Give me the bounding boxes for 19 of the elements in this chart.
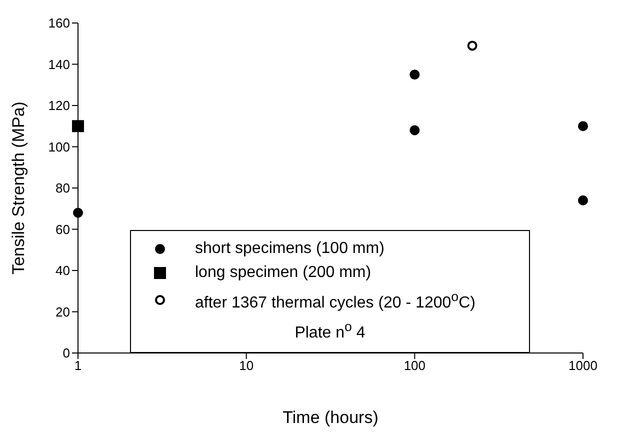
legend-label: long specimen (200 mm) <box>195 263 372 283</box>
y-tick-label: 60 <box>56 222 70 237</box>
x-tick-label: 1000 <box>568 358 598 374</box>
y-tick-label: 80 <box>56 180 70 196</box>
y-tick-label: 20 <box>56 304 70 320</box>
legend-label: short specimens (100 mm) <box>195 239 384 259</box>
x-tick-label: 1 <box>74 358 82 374</box>
x-axis-title: Time (hours) <box>282 408 378 427</box>
x-tick-label: 100 <box>404 358 426 374</box>
y-tick-label: 120 <box>48 98 70 114</box>
y-tick-label: 140 <box>48 56 70 72</box>
y-axis-title: Tensile Strength (MPa) <box>9 102 28 274</box>
legend-title: Plate n$^{o}$ 4 <box>294 318 366 344</box>
y-tick-label: 0 <box>62 346 70 361</box>
y-tick-label: 40 <box>56 263 70 278</box>
x-tick-label: 10 <box>239 358 254 374</box>
y-tick-label: 100 <box>48 139 70 154</box>
y-tick-label: 160 <box>48 16 70 31</box>
legend-label: after 1367 thermal cycles (20 - 1200$^{o}$C) <box>195 288 476 314</box>
